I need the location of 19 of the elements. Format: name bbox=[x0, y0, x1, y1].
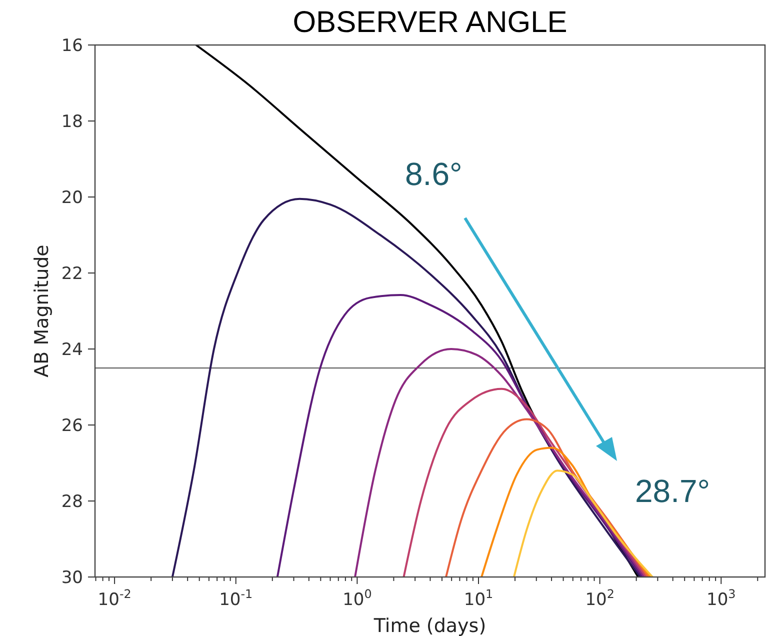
y-tick-label: 22 bbox=[61, 264, 83, 284]
chart-title: OBSERVER ANGLE bbox=[292, 6, 568, 39]
y-tick-label: 30 bbox=[61, 568, 83, 588]
x-tick-label: 10$^{1}$ bbox=[464, 587, 494, 610]
y-tick-label: 20 bbox=[61, 188, 83, 208]
x-tick-label: 10$^{-1}$ bbox=[219, 587, 253, 610]
x-tick-label: 10$^{0}$ bbox=[342, 587, 372, 610]
y-tick-label: 16 bbox=[61, 36, 83, 56]
x-tick-label: 10$^{2}$ bbox=[585, 587, 614, 610]
x-tick-label: 10$^{-2}$ bbox=[98, 587, 132, 610]
y-axis-title: AB Magnitude bbox=[31, 244, 53, 378]
y-tick-label: 26 bbox=[61, 416, 83, 436]
x-axis-title: Time (days) bbox=[372, 615, 486, 636]
y-tick-label: 24 bbox=[61, 340, 83, 360]
annotation: 8.6° bbox=[405, 156, 462, 192]
annotation: 28.7° bbox=[635, 473, 710, 509]
y-tick-label: 18 bbox=[61, 112, 83, 132]
y-tick-label: 28 bbox=[61, 492, 83, 512]
x-tick-label: 10$^{3}$ bbox=[706, 587, 736, 610]
